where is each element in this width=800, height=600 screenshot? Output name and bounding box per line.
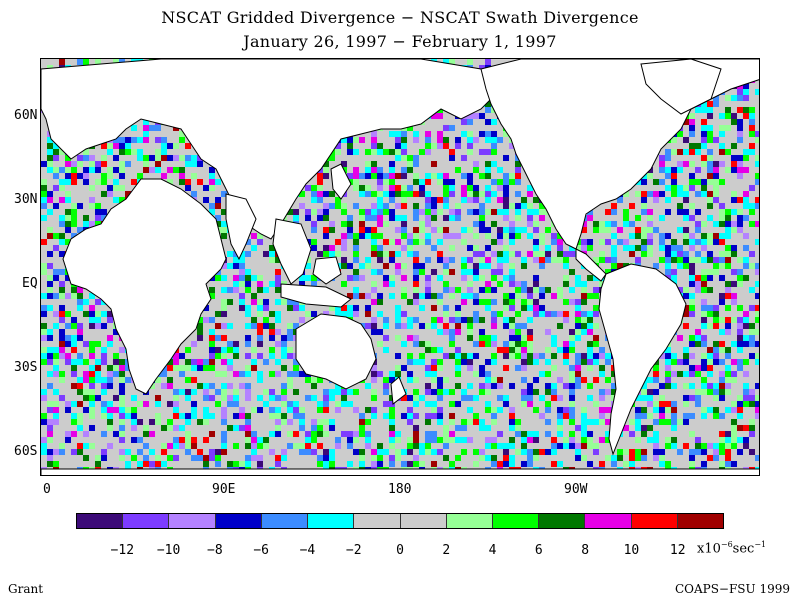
lat-label-eq: EQ — [22, 276, 38, 291]
colorbar-segment — [169, 514, 216, 528]
colorbar-tick-label: 2 — [442, 543, 451, 558]
lat-label-60s: 60S — [14, 444, 38, 459]
colorbar-segment — [677, 514, 724, 528]
lat-label-30s: 30S — [14, 360, 38, 375]
australia — [295, 313, 377, 390]
colorbar-segment — [492, 514, 540, 528]
colorbar-tick-label: 10 — [623, 543, 640, 558]
colorbar-segment — [215, 514, 262, 528]
units-exponent-2: −1 — [754, 540, 767, 549]
india — [225, 193, 257, 261]
colorbar-segment — [261, 514, 309, 528]
colorbar-tick-label: 6 — [534, 543, 543, 558]
new-zealand — [390, 376, 407, 405]
colorbar — [76, 513, 724, 529]
colorbar-segment — [123, 514, 170, 528]
colorbar-segment — [308, 514, 355, 528]
antarctica — [41, 468, 759, 475]
colorbar-units: x10−6sec−1 — [697, 540, 766, 556]
greenland — [640, 59, 722, 115]
map-title: NSCAT Gridded Divergence − NSCAT Swath D… — [161, 8, 639, 27]
colorbar-tick-label: −12 — [110, 543, 135, 558]
credit-label: COAPS−FSU 1999 — [674, 582, 790, 596]
units-suffix: sec — [732, 541, 755, 557]
lat-label-60n: 60N — [14, 108, 38, 123]
colorbar-segment — [77, 514, 124, 528]
indonesia — [280, 283, 352, 308]
divergence-map — [40, 58, 760, 476]
colorbar-segment — [631, 514, 678, 528]
landmasses — [41, 59, 759, 475]
japan — [330, 163, 352, 200]
colorbar-tick-label: −6 — [253, 543, 269, 558]
central-america — [575, 248, 607, 282]
colorbar-tick-label: 12 — [669, 543, 686, 558]
lon-label-90e: 90E — [212, 482, 236, 497]
colorbar-segment — [400, 514, 447, 528]
colorbar-segment — [446, 514, 493, 528]
colorbar-tick-label: 0 — [396, 543, 404, 558]
colorbar-segment — [585, 514, 632, 528]
colorbar-tick-label: −2 — [345, 543, 362, 558]
map-subtitle: January 26, 1997 − February 1, 1997 — [243, 32, 557, 51]
colorbar-tick-label: −8 — [207, 543, 223, 558]
colorbar-tick-label: −4 — [299, 543, 316, 558]
colorbar-segment — [354, 514, 401, 528]
colorbar-tick-label: 8 — [581, 543, 590, 558]
borneo — [312, 256, 342, 285]
units-prefix: x10 — [697, 541, 721, 557]
lon-label-90w: 90W — [564, 482, 588, 497]
colorbar-tick-label: 4 — [488, 543, 497, 558]
africa — [62, 178, 227, 395]
author-label: Grant — [8, 582, 44, 596]
lon-label-0: 0 — [43, 482, 51, 497]
units-exponent: −6 — [720, 540, 733, 549]
se-asia — [272, 218, 312, 285]
colorbar-tick-label: −10 — [156, 543, 181, 558]
lat-label-30n: 30N — [14, 192, 38, 207]
lon-label-180: 180 — [388, 482, 412, 497]
colorbar-segment — [539, 514, 586, 528]
south-america — [598, 263, 687, 456]
